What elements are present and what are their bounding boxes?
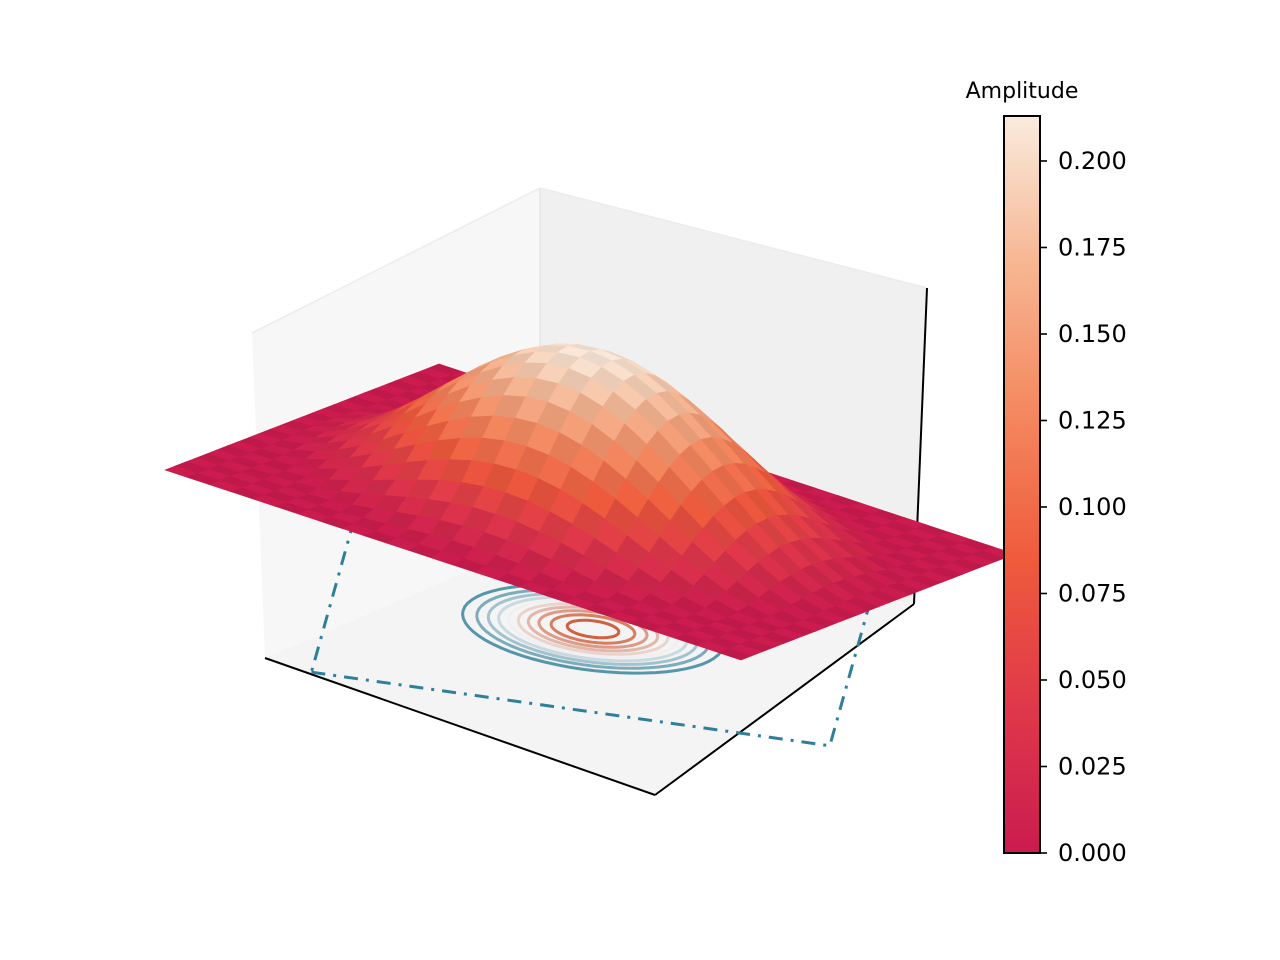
colorbar-tick-label: 0.200 bbox=[1058, 147, 1127, 175]
surface-facet bbox=[717, 648, 753, 661]
contour-line bbox=[565, 618, 621, 640]
contour-line bbox=[549, 613, 637, 645]
colorbar-ticks: 0.000 0.025 0.050 0.075 0.100 0.125 0.150 0.175… bbox=[1040, 147, 1127, 867]
colorbar-tick-label: 0.050 bbox=[1058, 666, 1127, 694]
colorbar-tick-label: 0.000 bbox=[1058, 839, 1127, 867]
y-axis-line bbox=[654, 603, 915, 796]
pane-edge bbox=[539, 187, 928, 289]
colorbar: Amplitude 0.000 0.025 0.050 0.075 0.100 0.125… bbox=[966, 79, 1127, 867]
colorbar-tick-label: 0.100 bbox=[1058, 493, 1127, 521]
colorbar-title: Amplitude bbox=[966, 79, 1079, 104]
colorbar-tick-label: 0.150 bbox=[1058, 320, 1127, 348]
colorbar-tick-label: 0.125 bbox=[1058, 406, 1127, 434]
colorbar-gradient bbox=[1003, 115, 1041, 854]
colorbar-tick-label: 0.175 bbox=[1058, 233, 1127, 261]
x-axis-line bbox=[264, 657, 656, 796]
pane-edge bbox=[251, 187, 541, 334]
colorbar-tick-label: 0.075 bbox=[1058, 579, 1127, 607]
colorbar-tick-label: 0.025 bbox=[1058, 752, 1127, 780]
surface-plot bbox=[164, 343, 1016, 661]
